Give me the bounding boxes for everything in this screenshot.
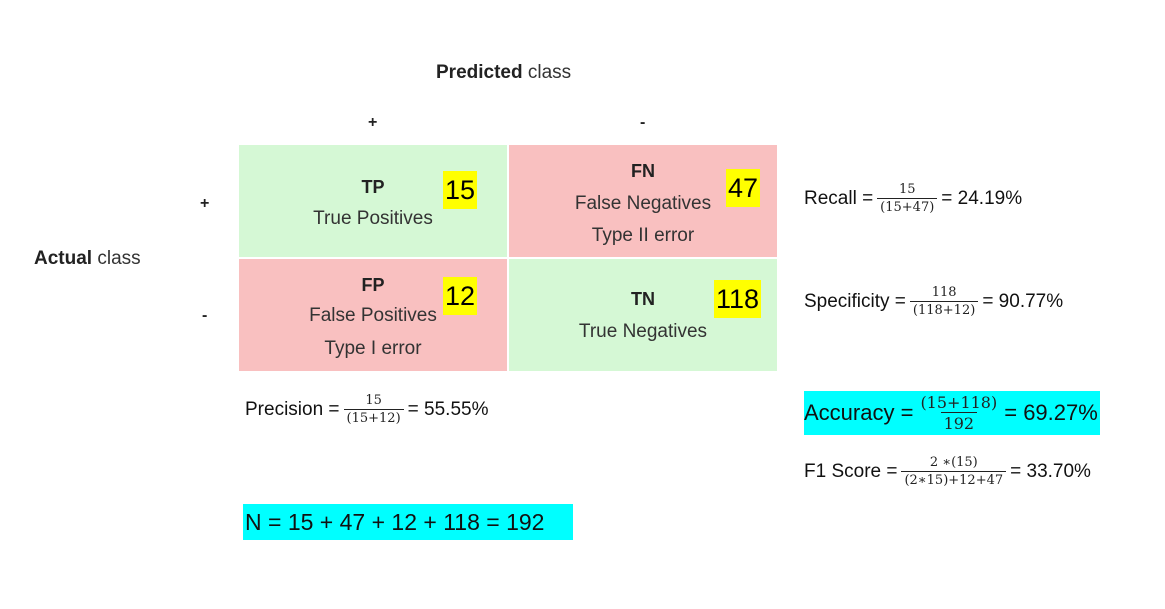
accuracy-label: Accuracy = [804,400,914,425]
precision-formula: Precision = 15 (15+12) = 55.55% [245,393,488,427]
actual-negative-sign: - [202,307,208,324]
accuracy-numerator: (15+118) [920,393,998,412]
tp-cell: TP True Positives 15 [239,145,507,257]
tn-label: True Negatives [578,321,708,342]
specificity-numerator: 118 [931,285,957,300]
precision-denominator: (15+12) [343,409,404,427]
predicted-positive-sign: + [368,114,378,131]
tn-abbr: TN [631,289,655,309]
fp-error-type: Type I error [324,338,422,359]
fn-label: False Negatives [574,193,712,214]
f1-result: = 33.70% [1010,461,1091,482]
precision-result: = 55.55% [407,399,489,420]
fp-value: 12 [443,277,478,315]
recall-numerator: 15 [898,182,916,197]
recall-formula: Recall = 15 (15+47) = 24.19% [804,182,1022,216]
accuracy-formula: Accuracy = (15+118) 192 = 69.27% [804,391,1100,435]
f1-fraction: 2 ∗(15) (2∗15)+12+47 [901,455,1007,489]
recall-result: = 24.19% [941,188,1023,209]
specificity-formula: Specificity = 118 (118+12) = 90.77% [804,285,1063,319]
precision-numerator: 15 [365,393,382,408]
f1-label: F1 Score = [804,461,898,482]
predicted-class-header: Predicted class [436,62,572,83]
fn-error-type: Type II error [591,225,695,246]
fn-value: 47 [726,169,761,207]
specificity-fraction: 118 (118+12) [909,285,979,319]
tp-value: 15 [443,171,478,209]
accuracy-denominator: 192 [940,412,978,433]
accuracy-fraction: (15+118) 192 [917,393,1000,433]
tp-label: True Positives [313,208,433,229]
precision-label: Precision = [245,399,340,420]
total-count: N = 15 + 47 + 12 + 118 = 192 [243,504,573,540]
tn-cell: TN True Negatives 118 [509,259,777,371]
f1-score-formula: F1 Score = 2 ∗(15) (2∗15)+12+47 = 33.70% [804,455,1091,489]
fn-abbr: FN [631,161,655,181]
specificity-label: Specificity = [804,291,906,312]
actual-class-header: Actual class [34,248,141,269]
actual-positive-sign: + [200,195,210,212]
precision-fraction: 15 (15+12) [343,393,404,427]
recall-fraction: 15 (15+47) [877,182,938,216]
specificity-denominator: (118+12) [909,301,979,319]
fn-cell: FN False Negatives Type II error 47 [509,145,777,257]
specificity-result: = 90.77% [982,291,1064,312]
accuracy-result: = 69.27% [1004,400,1098,425]
fp-label: False Positives [309,305,437,326]
f1-denominator: (2∗15)+12+47 [901,471,1007,489]
predicted-negative-sign: - [640,114,646,131]
fp-abbr: FP [361,275,385,295]
recall-label: Recall = [804,188,874,209]
f1-numerator: 2 ∗(15) [929,455,978,470]
tn-value: 118 [714,280,762,318]
tp-abbr: TP [361,177,385,197]
fp-cell: FP False Positives Type I error 12 [239,259,507,371]
recall-denominator: (15+47) [877,198,938,216]
